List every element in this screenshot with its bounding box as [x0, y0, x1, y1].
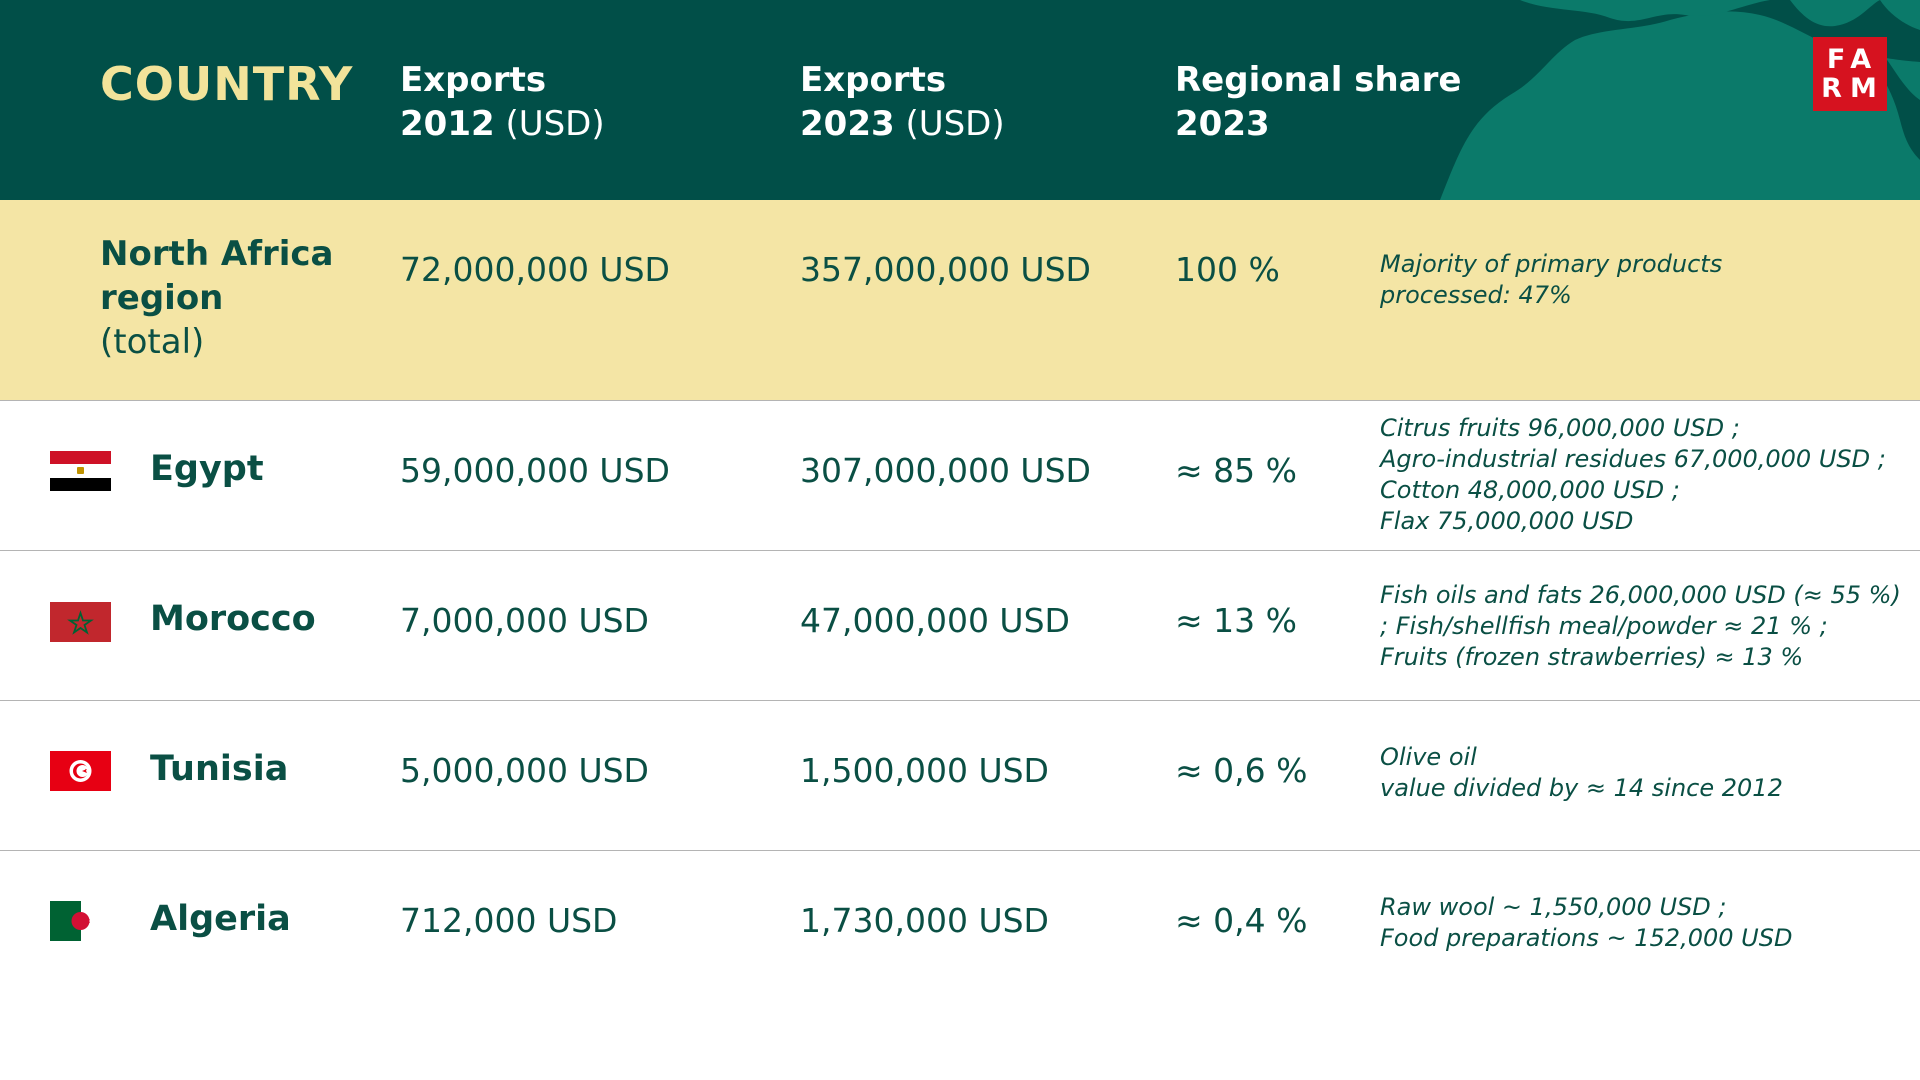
column-header-exports-2023-year: 2023: [800, 104, 895, 144]
column-header-regional-share: Regional share 2023: [1175, 58, 1461, 146]
world-map-decoration: [1440, 0, 1920, 200]
note-line: Flax 75,000,000 USD: [1380, 507, 1634, 535]
table-row-morocco: Morocco 7,000,000 USD 47,000,000 USD ≈ 1…: [0, 550, 1920, 700]
column-header-exports-2023-title: Exports: [800, 60, 947, 100]
note-line: Agro-industrial residues 67,000,000 USD …: [1380, 445, 1886, 473]
table-row-algeria: Algeria 712,000 USD 1,730,000 USD ≈ 0,4 …: [0, 850, 1920, 1000]
table-header: COUNTRY Exports 2012 (USD) Exports 2023 …: [0, 0, 1920, 200]
note-line: Fish oils and fats 26,000,000 USD (≈ 55 …: [1380, 581, 1901, 609]
region-exports-2012: 72,000,000 USD: [400, 250, 670, 289]
regional-share: ≈ 0,6 %: [1175, 751, 1308, 790]
exports-2012: 7,000,000 USD: [400, 601, 649, 640]
column-header-exports-2023: Exports 2023 (USD): [800, 58, 1005, 146]
column-header-regional-share-title: Regional share: [1175, 60, 1462, 100]
country-name: Tunisia: [150, 749, 289, 789]
column-header-country: COUNTRY: [100, 57, 354, 111]
column-header-regional-share-year: 2023: [1175, 104, 1270, 144]
regional-share: ≈ 85 %: [1175, 451, 1297, 490]
products-note: Citrus fruits 96,000,000 USD ; Agro-indu…: [1380, 413, 1886, 537]
exports-2012: 712,000 USD: [400, 901, 618, 940]
note-line: Olive oil: [1380, 743, 1477, 771]
products-note: Olive oil value divided by ≈ 14 since 20…: [1380, 742, 1783, 804]
region-share: 100 %: [1175, 250, 1280, 289]
logo-line-1: FA: [1826, 44, 1880, 75]
region-name-line-3: (total): [100, 322, 205, 362]
farm-logo: FA RM: [1813, 37, 1887, 111]
region-note: Majority of primary products processed: …: [1380, 249, 1722, 311]
algeria-flag: [50, 901, 111, 941]
morocco-star-icon: [67, 610, 94, 635]
tunisia-flag: [50, 751, 111, 791]
country-name: Morocco: [150, 599, 316, 639]
note-line: Cotton 48,000,000 USD ;: [1380, 476, 1680, 504]
region-note-line: Majority of primary products: [1380, 250, 1723, 278]
products-note: Fish oils and fats 26,000,000 USD (≈ 55 …: [1380, 580, 1901, 673]
note-line: ; Fish/shellfish meal/powder ≈ 21 % ;: [1380, 612, 1828, 640]
exports-2023: 47,000,000 USD: [800, 601, 1070, 640]
table-row-tunisia: Tunisia 5,000,000 USD 1,500,000 USD ≈ 0,…: [0, 700, 1920, 850]
column-header-exports-2012-year: 2012: [400, 104, 495, 144]
region-name-line-2: region: [100, 278, 224, 318]
note-line: value divided by ≈ 14 since 2012: [1380, 774, 1783, 802]
note-line: Food preparations ~ 152,000 USD: [1380, 924, 1793, 952]
column-header-exports-2023-unit: (USD): [894, 104, 1005, 144]
note-line: Citrus fruits 96,000,000 USD ;: [1380, 414, 1740, 442]
exports-2012: 59,000,000 USD: [400, 451, 670, 490]
exports-2023: 1,730,000 USD: [800, 901, 1049, 940]
tunisia-crescent-icon: [69, 760, 92, 782]
egypt-flag: [50, 451, 111, 491]
region-name-line-1: North Africa: [100, 234, 334, 274]
region-name: North Africa region (total): [100, 232, 334, 364]
country-name: Egypt: [150, 449, 264, 489]
products-note: Raw wool ~ 1,550,000 USD ; Food preparat…: [1380, 892, 1792, 954]
logo-line-2: RM: [1821, 73, 1885, 104]
region-total-row: North Africa region (total) 72,000,000 U…: [0, 200, 1920, 400]
column-header-exports-2012-title: Exports: [400, 60, 547, 100]
column-header-exports-2012-unit: (USD): [494, 104, 605, 144]
region-note-line: processed: 47%: [1380, 281, 1572, 309]
algeria-crescent-icon: [71, 912, 90, 930]
table-row-egypt: Egypt 59,000,000 USD 307,000,000 USD ≈ 8…: [0, 400, 1920, 550]
exports-2012: 5,000,000 USD: [400, 751, 649, 790]
regional-share: ≈ 0,4 %: [1175, 901, 1308, 940]
morocco-flag: [50, 602, 111, 642]
note-line: Raw wool ~ 1,550,000 USD ;: [1380, 893, 1727, 921]
exports-2023: 307,000,000 USD: [800, 451, 1091, 490]
regional-share: ≈ 13 %: [1175, 601, 1297, 640]
exports-2023: 1,500,000 USD: [800, 751, 1049, 790]
column-header-exports-2012: Exports 2012 (USD): [400, 58, 605, 146]
region-exports-2023: 357,000,000 USD: [800, 250, 1091, 289]
country-name: Algeria: [150, 899, 291, 939]
note-line: Fruits (frozen strawberries) ≈ 13 %: [1380, 643, 1804, 671]
